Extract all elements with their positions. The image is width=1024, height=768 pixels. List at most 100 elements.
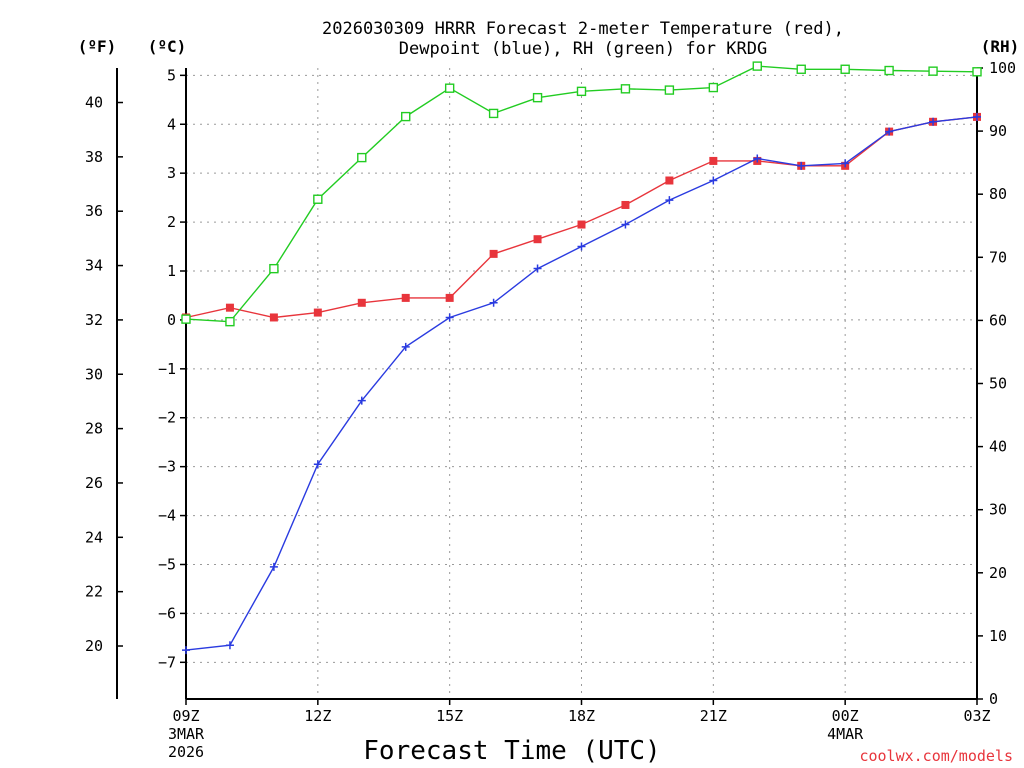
dewpoint-point — [401, 342, 410, 351]
x-tick-date-label: 4MAR — [827, 725, 864, 743]
x-tick-label: 12Z — [304, 707, 331, 725]
temperature-point — [313, 308, 322, 317]
fahrenheit-tick-label: 40 — [85, 94, 103, 112]
temperature-point — [357, 298, 366, 307]
rh-tick-label: 50 — [989, 375, 1007, 393]
fahrenheit-tick-label: 28 — [85, 420, 103, 438]
fahrenheit-tick-label: 38 — [85, 148, 103, 166]
celsius-tick-label: −5 — [158, 555, 176, 573]
chart-title-line1: 2026030309 HRRR Forecast 2-meter Tempera… — [322, 19, 844, 39]
rh-point — [840, 64, 850, 74]
rh-tick-label: 80 — [989, 185, 1007, 203]
x-tick-label: 15Z — [436, 707, 463, 725]
fahrenheit-tick-label: 20 — [85, 637, 103, 655]
celsius-tick-label: 3 — [167, 164, 176, 182]
celsius-tick-label: −2 — [158, 409, 176, 427]
x-tick-label: 18Z — [568, 707, 595, 725]
rh-tick-label: 30 — [989, 501, 1007, 519]
dewpoint-point — [797, 161, 806, 170]
temperature-point — [445, 293, 454, 302]
temperature-point — [533, 235, 542, 244]
rh-point — [444, 83, 455, 93]
x-axis-label: Forecast Time (UTC) — [363, 736, 660, 766]
dewpoint-point — [577, 242, 586, 251]
rh-point — [708, 82, 719, 93]
rh-unit-label: (RH) — [981, 37, 1020, 56]
x-tick-label: 21Z — [700, 707, 727, 725]
rh-point — [576, 86, 587, 97]
dewpoint-point — [313, 460, 322, 469]
rh-tick-label: 10 — [989, 627, 1007, 645]
data-series — [181, 61, 982, 655]
fahrenheit-tick-label: 30 — [85, 365, 103, 383]
x-tick-label: 03Z — [963, 707, 990, 725]
fahrenheit-tick-label: 36 — [85, 202, 103, 220]
credit-text: coolwx.com/models — [859, 747, 1013, 765]
temperature-point — [401, 293, 410, 302]
fahrenheit-tick-label: 34 — [85, 257, 103, 275]
fahrenheit-tick-label: 24 — [85, 528, 103, 546]
rh-point — [269, 263, 279, 274]
rh-tick-label: 100 — [989, 59, 1016, 77]
fahrenheit-unit-label: (ºF) — [78, 37, 117, 56]
temperature-point — [269, 313, 278, 322]
rh-tick-label: 90 — [989, 122, 1007, 140]
dewpoint-point — [269, 562, 278, 571]
fahrenheit-tick-label: 22 — [85, 583, 103, 601]
temperature-point — [489, 249, 498, 258]
dewpoint-point — [621, 220, 630, 229]
dewpoint-point — [973, 112, 981, 121]
celsius-tick-label: 1 — [167, 262, 176, 280]
dewpoint-point — [225, 641, 234, 650]
tick-labels: 543210−1−2−3−4−5−6−740383634323028262422… — [85, 59, 1016, 761]
grid-lines — [186, 68, 977, 699]
chart-title-line2: Dewpoint (blue), RH (green) for KRDG — [399, 39, 767, 59]
celsius-tick-label: 0 — [167, 311, 176, 329]
rh-point — [225, 316, 235, 327]
celsius-tick-label: −7 — [158, 653, 176, 671]
rh-point — [181, 314, 191, 324]
dewpoint-point — [929, 117, 938, 126]
x-tick-label: 00Z — [832, 707, 859, 725]
rh-point — [884, 65, 894, 76]
temperature-point — [621, 200, 630, 209]
rh-point — [928, 66, 938, 76]
rh-point — [752, 61, 762, 71]
celsius-tick-label: 2 — [167, 213, 176, 231]
rh-point — [313, 194, 323, 204]
celsius-unit-label: (ºC) — [148, 37, 187, 56]
dewpoint-point — [182, 646, 190, 655]
dewpoint-point — [709, 176, 718, 185]
rh-point — [620, 84, 631, 94]
rh-point — [488, 108, 499, 119]
rh-point — [401, 111, 411, 122]
celsius-tick-label: 4 — [167, 115, 176, 133]
celsius-tick-label: −1 — [158, 360, 176, 378]
dewpoint-point — [841, 159, 850, 168]
x-tick-label: 09Z — [172, 707, 199, 725]
rh-tick-label: 40 — [989, 438, 1007, 456]
rh-point — [357, 152, 367, 163]
dewpoint-point — [533, 264, 542, 273]
rh-point — [532, 92, 543, 103]
rh-tick-label: 60 — [989, 311, 1007, 329]
rh-tick-label: 70 — [989, 248, 1007, 266]
rh-tick-label: 20 — [989, 564, 1007, 582]
temperature-point — [709, 156, 718, 165]
rh-point — [664, 85, 675, 95]
temperature-point — [225, 303, 234, 312]
temperature-point — [577, 220, 586, 229]
dewpoint-point — [885, 127, 894, 136]
dewpoint-point — [489, 298, 498, 307]
celsius-tick-label: −6 — [158, 604, 176, 622]
fahrenheit-tick-label: 26 — [85, 474, 103, 492]
axes — [116, 67, 983, 705]
celsius-tick-label: −4 — [158, 507, 176, 525]
fahrenheit-tick-label: 32 — [85, 311, 103, 329]
x-tick-year-label: 2026 — [168, 743, 204, 761]
dewpoint-point — [665, 196, 674, 205]
rh-tick-label: 0 — [989, 690, 998, 708]
dewpoint-point — [753, 154, 762, 163]
